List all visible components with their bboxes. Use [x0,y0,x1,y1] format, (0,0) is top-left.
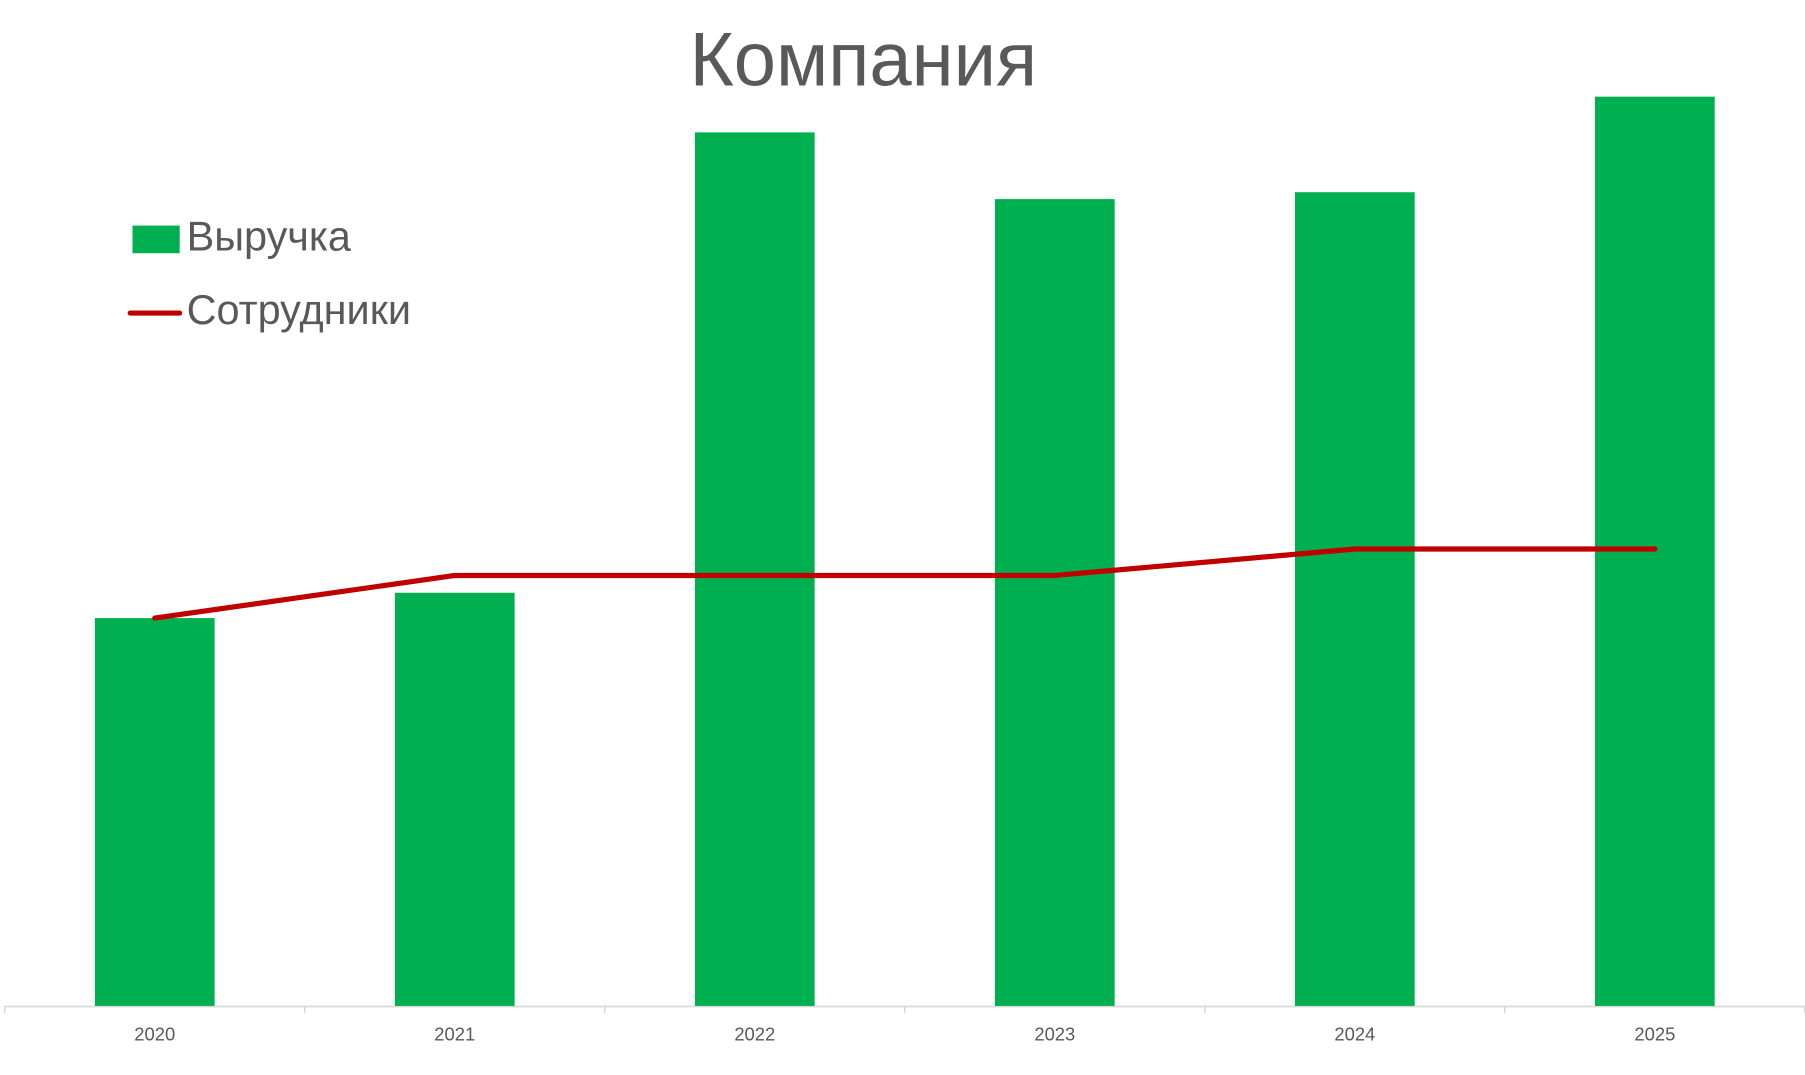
x-tick-label: 2021 [434,1024,475,1045]
bar [994,199,1115,1006]
x-tick-label: 2025 [1634,1024,1675,1045]
chart-title: Компания [690,18,1038,103]
bar [394,592,515,1006]
x-tick-label: 2024 [1334,1024,1375,1045]
x-tick-label: 2020 [134,1024,175,1045]
bar [1294,192,1415,1006]
bar [94,618,215,1006]
line [152,546,1658,621]
legend-label: Выручка [187,212,352,259]
x-tick-label: 2023 [1034,1024,1075,1045]
bar [694,132,815,1006]
legend-swatch [132,225,180,254]
x-tick-label: 2022 [734,1024,775,1045]
legend-label: Сотрудники [187,286,411,333]
